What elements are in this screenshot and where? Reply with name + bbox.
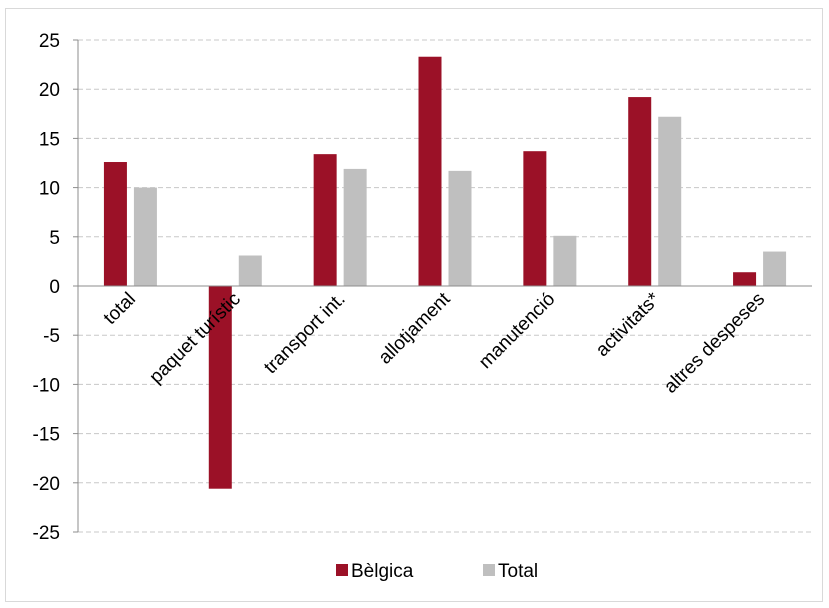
legend-swatch-total [483,564,495,576]
bar-total-0 [133,187,157,286]
x-category-label: transport int. [260,289,350,379]
bar-total-1 [238,255,262,286]
bar-total-5 [658,116,682,286]
y-tick-label: -20 [33,474,60,495]
bar-belgica-4 [523,151,547,286]
y-tick-label: 10 [39,179,60,200]
bars [78,56,812,489]
bar-belgica-0 [103,162,127,286]
y-tick-label: -25 [33,523,60,544]
bar-total-3 [448,170,472,286]
y-tick-label: -10 [33,375,60,396]
y-tick-label: -5 [43,326,60,347]
bar-total-2 [343,168,367,286]
legend-label-belgica: Bèlgica [351,561,414,582]
bar-belgica-3 [418,56,442,287]
legend: Bèlgica Total [336,561,538,582]
y-tick-label: 25 [39,31,60,52]
x-category-label: allotjament [375,288,455,368]
bar-belgica-5 [628,97,652,287]
y-tick-label: 5 [49,228,60,249]
y-tick-label: 20 [39,80,60,101]
legend-swatch-belgica [336,564,348,576]
bar-belgica-2 [313,154,337,286]
bar-belgica-6 [733,272,757,286]
y-tick-label: -15 [33,425,60,446]
legend-label-total: Total [498,561,538,582]
x-category-label: altres despeses [660,289,769,398]
x-category-label: total [100,289,140,329]
y-tick-label: 0 [49,277,60,298]
bar-total-6 [763,251,787,286]
chart-frame [5,8,823,602]
y-tick-label: 15 [39,129,60,150]
bar-total-4 [553,235,577,286]
x-category-label: manutenció [475,289,559,373]
x-axis-labels: total paquet turístic transport int. allotj… [100,288,769,397]
gridlines [78,39,812,533]
x-category-label: activitats* [592,288,665,361]
y-axis: 25 20 15 10 5 0 -5 -10 -15 -20 -25 [33,31,79,544]
bar-belgica-1 [208,286,232,489]
